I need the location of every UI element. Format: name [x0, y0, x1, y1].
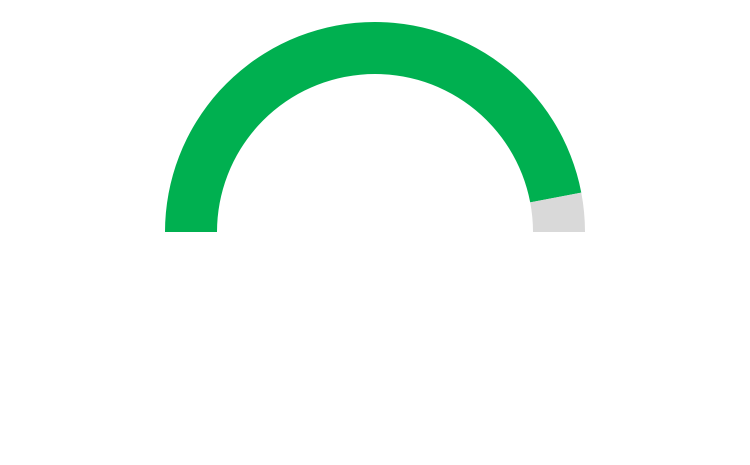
gauge-filled-arc [165, 21, 582, 232]
gauge-remaining-arc [530, 192, 585, 232]
